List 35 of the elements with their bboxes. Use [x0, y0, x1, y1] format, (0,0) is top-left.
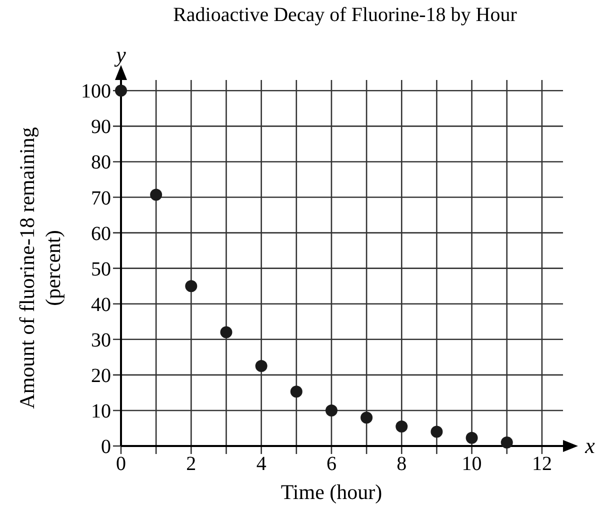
text: y: [114, 42, 126, 67]
x-tick-label: 2: [186, 453, 196, 475]
point: [255, 360, 268, 372]
point: [290, 386, 302, 398]
x-tick-label: 4: [256, 453, 266, 475]
text: x: [584, 433, 596, 458]
y-tick-label: 10: [91, 400, 111, 422]
y-tick-label: 30: [91, 329, 111, 352]
y-tick-label: 0: [101, 436, 111, 458]
point: [185, 280, 198, 292]
chart-title: Radioactive Decay of Fluorine-18 by Hour: [173, 4, 518, 26]
y-tick-label: 90: [91, 116, 111, 138]
x-tick-label: 12: [532, 453, 552, 475]
point: [220, 326, 232, 338]
x-tick-label: 0: [116, 453, 126, 475]
point: [430, 426, 443, 438]
point: [360, 412, 373, 424]
x-tick-label: 6: [326, 453, 336, 475]
y-tick-label: 60: [91, 222, 111, 245]
y-tick-label: 20: [91, 364, 111, 387]
point: [325, 404, 338, 416]
point: [115, 84, 127, 97]
y-tick-label: 40: [91, 294, 111, 316]
y-axis-title: Amount of fluorine-18 remaining (percent): [15, 126, 65, 409]
y-tick-label: 50: [91, 258, 111, 280]
x-axis-title: Time (hour): [280, 480, 382, 504]
y-tick-label: 100: [81, 80, 111, 103]
x-tick-label: 8: [396, 453, 407, 475]
point: [396, 420, 408, 432]
y-tick-label: 80: [91, 152, 111, 174]
x-tick-label: 10: [462, 453, 482, 475]
point: [500, 436, 513, 448]
y-tick-label: 70: [91, 187, 111, 210]
point: [466, 432, 478, 444]
point: [150, 188, 162, 201]
